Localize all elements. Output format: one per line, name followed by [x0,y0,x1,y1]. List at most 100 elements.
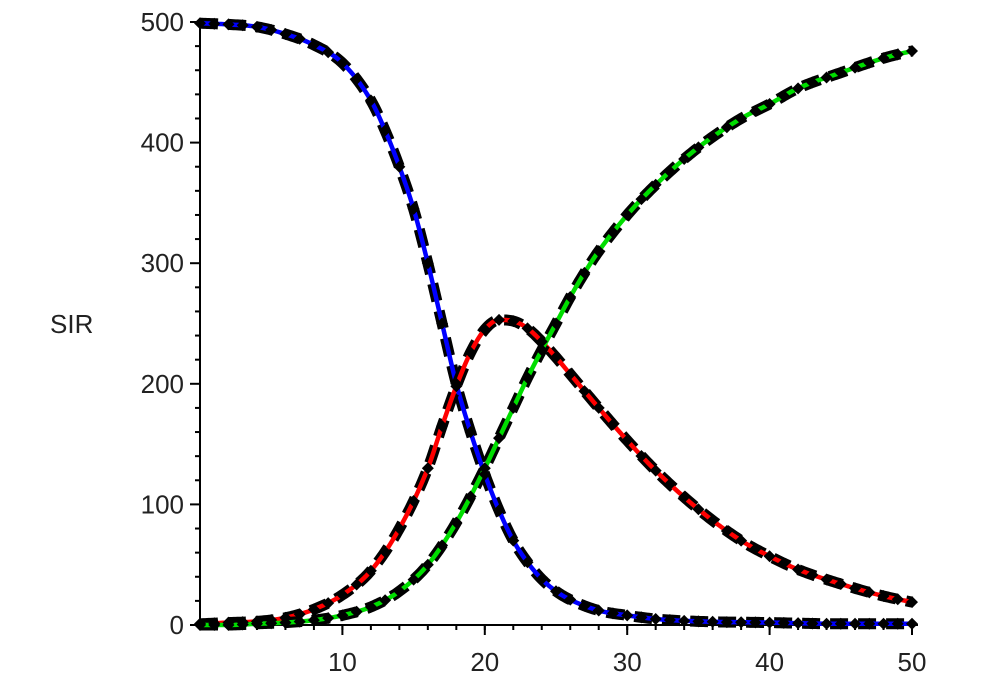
series-1-point [820,573,833,586]
series-2-point [692,141,705,154]
series-2-point [236,618,249,631]
series-2-point [621,208,634,221]
series-1-point [863,586,876,599]
series-1-point [906,596,918,609]
series-1-point [678,491,691,504]
series-2-point [208,619,221,631]
series-2-point [535,344,548,357]
series-2-point [450,516,463,529]
series-2-line [197,48,915,628]
series-2-point [863,56,876,69]
series-2-point [820,71,833,84]
series-0-point [507,534,520,547]
series-0-point [763,616,776,629]
series-2-point [906,44,918,57]
series-1-dashed-line [199,314,914,630]
series-markers [194,17,918,631]
y-tick-label: 400 [141,128,184,158]
series-2-point [364,600,377,613]
series-2-point [293,615,306,628]
series-1-point [592,401,605,414]
series-2-point [350,605,363,618]
series-0-point [849,617,862,630]
series-1-point [293,608,306,621]
series-2-point [250,617,263,630]
series-1-point [706,514,719,527]
series-1-point [364,564,377,577]
series-0-point [493,504,506,517]
series-1-point [407,495,420,508]
series-2-point [564,290,577,303]
series-2-point [606,226,619,239]
series-0-point [578,599,591,612]
series-2-point [649,178,662,191]
series-0-point [663,614,676,627]
series-1-point [806,568,819,581]
x-tick-label: 20 [470,647,499,677]
series-1-point [421,462,434,475]
series-0-point [891,617,904,630]
series-2-dashed-line [200,45,914,631]
series-1-point [493,313,506,326]
series-2-point [678,152,691,165]
series-0-point [749,616,762,629]
series-2-point [478,462,491,475]
series-2-point [222,619,235,631]
series-1-point [307,603,320,616]
series-0-point [635,611,648,624]
series-2-point [265,617,278,630]
series-2-point [550,317,562,330]
series-1-point [535,335,548,348]
y-axis-label: SIR [50,309,93,339]
series-0-point [550,585,562,598]
series-0-point [307,38,320,51]
y-tick-label: 300 [141,248,184,278]
series-2-point [393,585,406,598]
series-2-point [493,432,506,445]
series-1-point [749,542,762,555]
series-0-point [806,617,819,630]
series-1-point [393,522,406,535]
series-2-point [279,616,292,629]
series-1-point [834,577,847,590]
series-2-point [521,371,534,384]
series-2-point [891,48,904,61]
series-1-point [578,385,591,398]
series-1-point [606,418,619,431]
series-0-point [322,46,335,59]
x-tick-label: 30 [613,647,642,677]
y-tick-label: 0 [170,610,184,640]
series-2-point [792,82,805,95]
series-2-point [763,98,776,111]
series-1-point [521,322,534,335]
series-1-point [877,590,890,603]
series-0-point [478,468,491,481]
series-1-point [777,557,790,570]
series-0-point [336,57,349,70]
series-2-point [464,490,477,503]
axes: 0 100 200 300 400 500 10 20 30 40 50 [141,7,927,677]
series-0-point [279,28,292,41]
series-2-point [849,61,862,74]
series-1-point [649,464,662,477]
series-2-point [507,401,520,414]
series-1-point [550,351,562,364]
series-2-point [635,193,648,206]
series-0-point [407,202,420,215]
series-2-point [578,266,591,279]
series-0-point [222,18,235,31]
series-2-point [877,52,890,65]
series-2-point [322,612,335,625]
series-2-point [592,245,605,258]
series-1-point [692,503,705,516]
series-0-point [364,94,377,107]
series-0-point [208,17,221,30]
series-0-point [606,607,619,620]
series-0-point [720,616,733,629]
series-0-point [592,604,605,617]
series-1-point [507,315,520,328]
series-0-point [265,23,278,36]
series-0-point [236,19,249,32]
series-2-point [407,573,420,586]
series-0-point [436,317,449,330]
